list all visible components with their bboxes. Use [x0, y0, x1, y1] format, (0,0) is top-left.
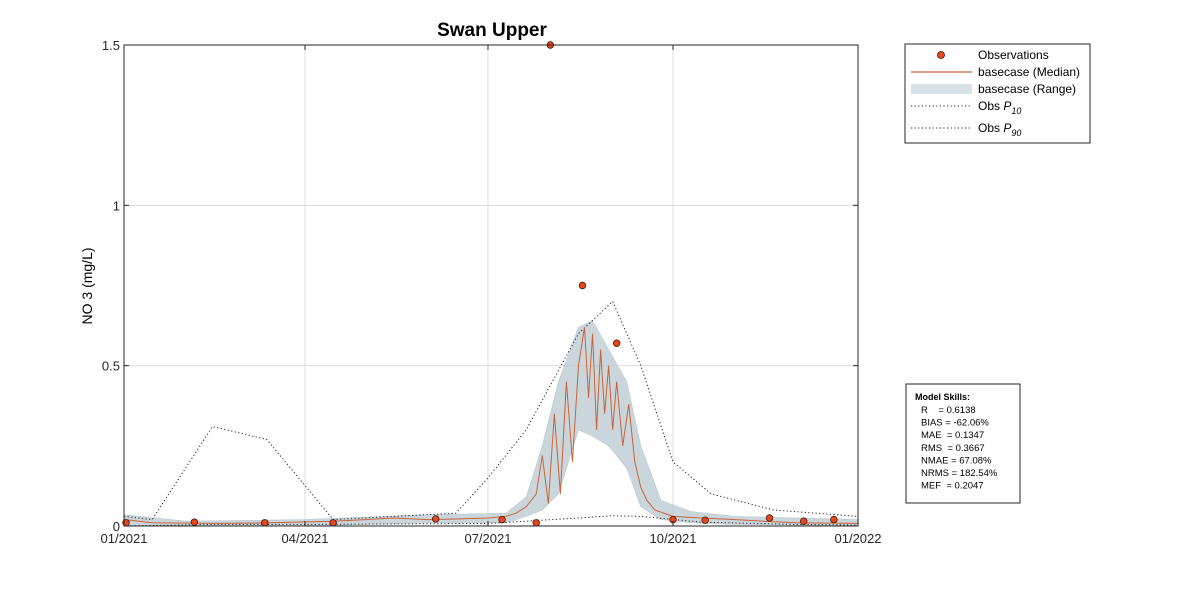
legend-p10-label: Obs P10 — [978, 99, 1021, 116]
model-skill-line: NRMS = 182.54% — [921, 468, 998, 479]
x-tick-label: 10/2021 — [649, 531, 696, 546]
model-skills-box: Model Skills: R = 0.6138 BIAS = -62.06%MA… — [905, 383, 1021, 504]
legend-range-label: basecase (Range) — [978, 82, 1076, 96]
series-obs-p90-line — [123, 300, 859, 521]
series-median-line — [123, 327, 859, 524]
model-skills-lines: R = 0.6138 BIAS = -62.06%MAE = 0.1347 RMS … — [921, 405, 998, 492]
plot-frame — [123, 44, 859, 527]
x-tick-label: 01/2022 — [835, 531, 882, 546]
legend-p10-symbol: P — [1003, 99, 1011, 113]
y-tick-label: 1 — [113, 198, 120, 213]
observation-point — [190, 518, 199, 526]
percentile-layer — [123, 300, 859, 527]
x-axis-ticks: 01/2021 04/2021 07/2021 10/2021 01/2022 — [101, 45, 882, 546]
observation-point — [765, 514, 774, 522]
observation-point — [612, 339, 621, 347]
y-tick-label: 1.5 — [102, 38, 120, 53]
observation-point — [701, 516, 709, 524]
model-skill-line: MAE = 0.1347 — [921, 430, 984, 441]
median-layer — [123, 327, 859, 524]
model-skill-line: R = 0.6138 — [921, 405, 976, 416]
grid-lines — [124, 45, 858, 526]
y-axis-label: NO 3 (mg/L) — [79, 247, 95, 324]
legend-p10-subscript: 10 — [1011, 106, 1021, 116]
legend: Observations basecase (Median) basecase … — [904, 43, 1091, 144]
legend-p10-text: Obs — [978, 99, 1003, 113]
observation-point — [431, 515, 440, 523]
model-skills-title: Model Skills: — [915, 392, 970, 402]
model-skill-line: BIAS = -62.06% — [921, 418, 989, 429]
observation-point — [498, 515, 506, 524]
observation-point — [261, 519, 269, 527]
legend-p90-text: Obs — [978, 121, 1003, 135]
observation-point — [578, 281, 587, 290]
model-skill-line: RMS = 0.3667 — [921, 443, 985, 454]
x-tick-label: 04/2021 — [281, 531, 328, 546]
plot-background — [124, 45, 858, 526]
observation-point — [329, 519, 337, 527]
x-tick-label: 01/2021 — [101, 531, 148, 546]
y-axis-ticks: 0 0.5 1 1.5 — [102, 38, 858, 534]
legend-range-swatch — [911, 84, 972, 94]
legend-obs-label: Observations — [978, 48, 1049, 62]
legend-p90-label: Obs P90 — [978, 121, 1021, 138]
observation-point — [800, 517, 808, 525]
observation-point — [532, 519, 540, 527]
plot-area: 01/2021 04/2021 07/2021 10/2021 01/2022 0 0.5… — [101, 38, 882, 546]
y-tick-label: 0.5 — [102, 359, 120, 374]
y-tick-label: 0 — [113, 519, 120, 534]
legend-p90-symbol: P — [1003, 121, 1011, 135]
chart-title: Swan Upper — [437, 20, 547, 41]
legend-median-label: basecase (Median) — [978, 65, 1080, 79]
model-skill-line: MEF = 0.2047 — [921, 481, 984, 492]
x-tick-label: 07/2021 — [464, 531, 511, 546]
legend-p90-subscript: 90 — [1011, 128, 1021, 138]
model-skill-line: NMAE = 67.08% — [921, 455, 992, 466]
series-obs-p10-line — [123, 515, 859, 527]
model-skills-frame — [905, 383, 1021, 504]
legend-obs-marker — [937, 51, 945, 59]
observation-point — [830, 515, 838, 524]
